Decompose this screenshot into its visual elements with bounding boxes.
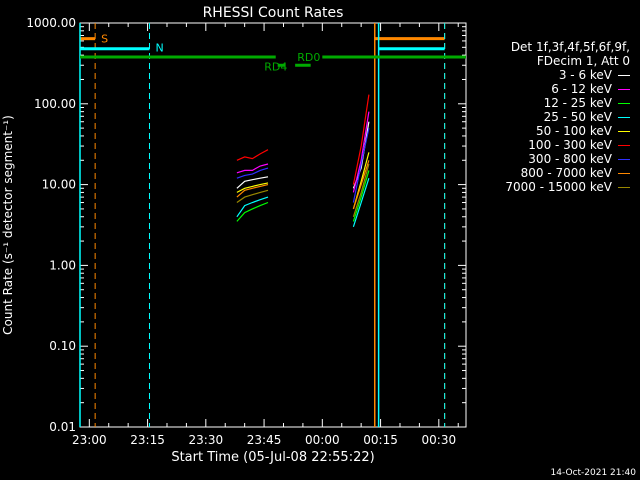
legend-swatch (618, 74, 630, 76)
legend-swatch (618, 158, 630, 160)
legend-item: 12 - 25 keV (470, 96, 630, 110)
series-line (352, 127, 370, 203)
chart-title: RHESSI Count Rates (203, 5, 344, 21)
legend-item: 25 - 50 keV (470, 110, 630, 124)
state-annotation: RD4 (264, 60, 287, 73)
y-tick-label: 1000.00 (26, 16, 76, 30)
legend-label: 300 - 800 keV (528, 152, 612, 166)
series-line (352, 94, 370, 185)
legend-item: 3 - 6 keV (470, 68, 630, 82)
x-tick-label: 23:30 (189, 433, 224, 447)
x-tick-label: 00:00 (305, 433, 340, 447)
render-timestamp: 14-Oct-2021 21:40 (550, 468, 636, 478)
y-tick-label: 10.00 (42, 178, 76, 192)
y-axis-label: Count Rate (s⁻¹ detector segment⁻¹) (1, 115, 15, 335)
legend-swatch (618, 172, 630, 174)
chart-legend: Det 1f,3f,4f,5f,6f,9f, FDecim 1, Att 0 3… (470, 40, 630, 194)
legend-label: 25 - 50 keV (543, 110, 612, 124)
legend-swatch (618, 116, 630, 118)
legend-item: 7000 - 15000 keV (470, 180, 630, 194)
x-tick-label: 23:00 (72, 433, 107, 447)
legend-label: 12 - 25 keV (543, 96, 612, 110)
legend-label: 3 - 6 keV (558, 68, 612, 82)
series-line (352, 160, 370, 210)
x-tick-label: 00:15 (363, 433, 398, 447)
series-line (236, 201, 269, 222)
state-annotation: RD0 (297, 51, 320, 64)
x-tick-label: 00:30 (422, 433, 457, 447)
legend-item: 100 - 300 keV (470, 138, 630, 152)
legend-label: 800 - 7000 keV (520, 166, 612, 180)
series-line (236, 189, 269, 203)
legend-header-line-1: Det 1f,3f,4f,5f,6f,9f, (510, 40, 630, 54)
series-line (236, 176, 269, 189)
legend-item: 800 - 7000 keV (470, 166, 630, 180)
legend-header-line-2: FDecim 1, Att 0 (536, 54, 630, 68)
x-tick-label: 23:45 (247, 433, 282, 447)
state-annotation: S (101, 33, 108, 46)
series-line (352, 163, 370, 217)
x-tick-label: 23:15 (130, 433, 165, 447)
y-tick-label: 1.00 (49, 258, 76, 272)
legend-swatch (618, 88, 630, 90)
x-axis-label: Start Time (05-Jul-08 22:55:22) (171, 450, 374, 465)
y-tick-label: 0.10 (49, 339, 76, 353)
legend-label: 50 - 100 keV (535, 124, 612, 138)
series-line (236, 167, 269, 179)
series-line (236, 182, 269, 193)
legend-swatch (618, 186, 630, 188)
legend-item: 6 - 12 keV (470, 82, 630, 96)
legend-item: 50 - 100 keV (470, 124, 630, 138)
legend-swatch (618, 144, 630, 146)
legend-label: 6 - 12 keV (551, 82, 612, 96)
y-tick-label: 0.01 (49, 420, 76, 434)
series-line (352, 178, 370, 227)
y-tick-label: 100.00 (34, 97, 76, 111)
series-line (236, 163, 269, 174)
state-annotation: N (156, 41, 164, 54)
series-line (352, 170, 370, 222)
series-line (352, 111, 370, 193)
legend-label: 100 - 300 keV (528, 138, 612, 152)
series-line (236, 196, 269, 218)
legend-label: 7000 - 15000 keV (505, 180, 612, 194)
series-line (236, 184, 269, 198)
plot-frame (79, 22, 467, 428)
legend-swatch (618, 102, 630, 104)
legend-item: 300 - 800 keV (470, 152, 630, 166)
series-line (236, 149, 269, 161)
legend-swatch (618, 130, 630, 132)
